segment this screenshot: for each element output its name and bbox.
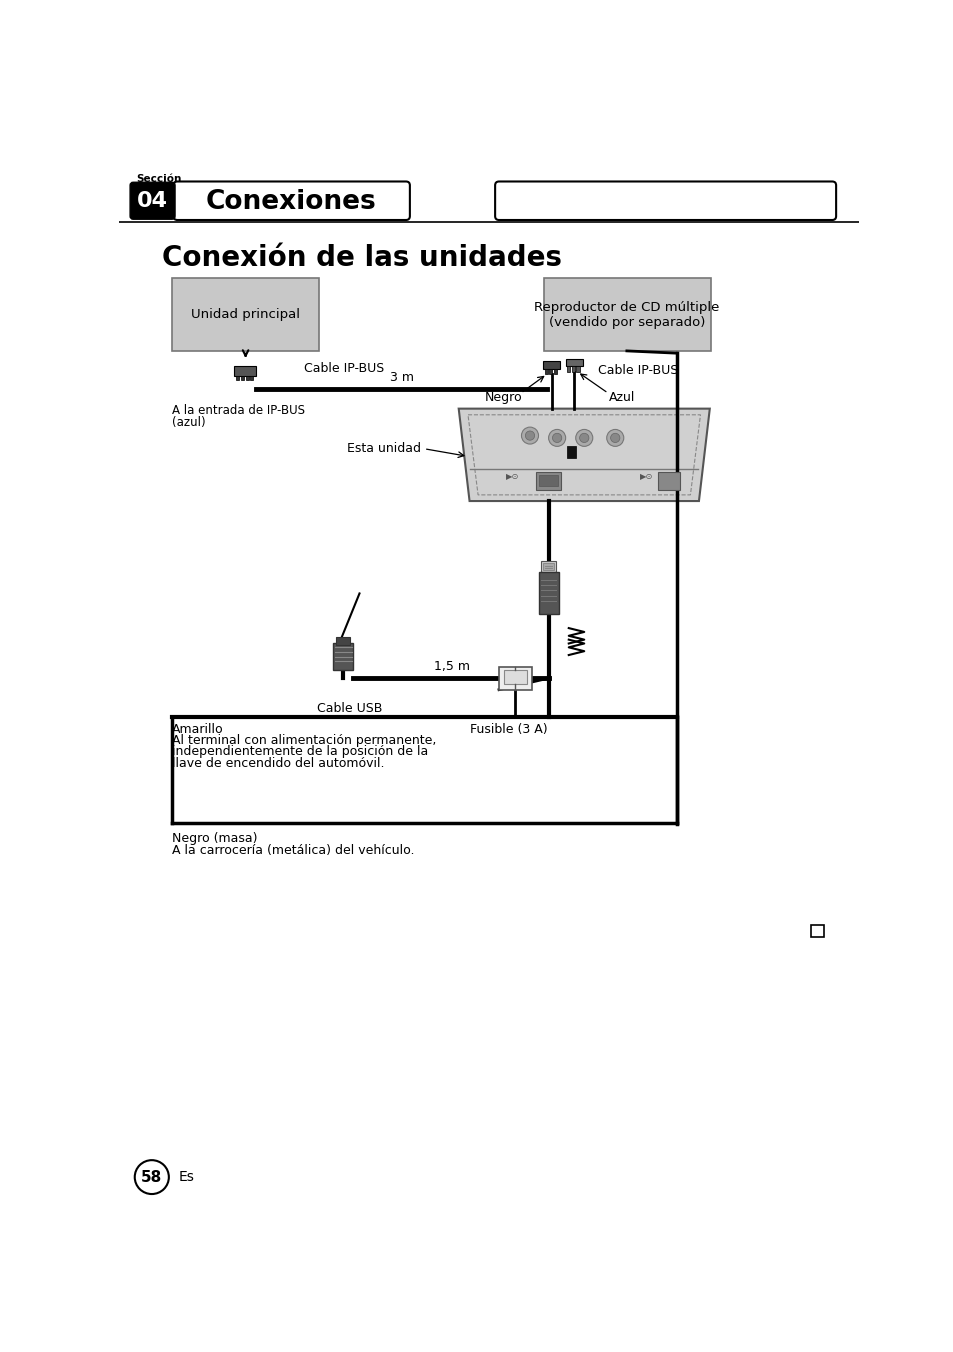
Text: 1,5 m: 1,5 m [434,660,470,673]
Text: Cable USB: Cable USB [316,703,382,715]
Circle shape [610,433,619,442]
Text: Unidad principal: Unidad principal [191,308,300,322]
Text: Negro (masa): Negro (masa) [172,831,257,845]
Text: Sección: Sección [136,174,181,184]
Text: llave de encendido del automóvil.: llave de encendido del automóvil. [172,757,384,769]
Bar [549,369,552,375]
Bar [245,376,249,380]
Text: Esta unidad: Esta unidad [347,442,421,456]
Bar [540,561,556,572]
Text: Al terminal con alimentación permanente,: Al terminal con alimentación permanente, [172,734,436,746]
Bar [542,361,559,369]
FancyBboxPatch shape [495,181,835,220]
Text: independientemente de la posición de la: independientemente de la posición de la [172,745,428,758]
Text: ▶⊙: ▶⊙ [639,472,652,481]
Bar [658,472,679,491]
Text: A la carrocería (metálica) del vehículo.: A la carrocería (metálica) del vehículo. [172,844,414,857]
Text: Reproductor de CD múltiple: Reproductor de CD múltiple [534,300,719,314]
Bar [335,637,350,645]
Circle shape [575,430,592,446]
Text: (vendido por separado): (vendido por separado) [548,316,704,329]
Bar [536,472,560,491]
Circle shape [552,433,561,442]
Text: 3 m: 3 m [390,372,414,384]
Text: Azul: Azul [608,391,635,404]
Circle shape [521,427,537,443]
Bar [543,277,710,352]
Bar [333,644,353,671]
Circle shape [134,1160,169,1194]
Text: Conexión de las unidades: Conexión de las unidades [162,245,561,273]
Bar [498,667,531,690]
Bar [576,366,579,372]
FancyBboxPatch shape [130,183,174,219]
Text: Conexiones: Conexiones [206,188,376,215]
Bar [537,572,558,614]
Bar [236,376,239,380]
Bar [250,376,253,380]
Bar [241,376,244,380]
Bar [538,475,558,485]
Bar [571,366,575,372]
Bar [233,366,255,376]
Bar [554,369,557,375]
Bar [565,358,582,366]
Text: Cable IP-BUS: Cable IP-BUS [598,364,678,377]
Text: Amarillo: Amarillo [172,723,223,735]
Circle shape [525,431,534,441]
Circle shape [579,433,588,442]
Bar [810,925,822,937]
Bar [567,366,570,372]
Text: Negro: Negro [484,391,521,404]
Text: 04: 04 [137,191,168,211]
Text: Cable IP-BUS: Cable IP-BUS [303,362,383,375]
Bar [542,564,554,569]
FancyBboxPatch shape [173,181,410,220]
Bar [544,369,547,375]
Bar [503,671,526,684]
Text: Fusible (3 A): Fusible (3 A) [470,723,547,735]
Text: A la entrada de IP-BUS: A la entrada de IP-BUS [172,404,305,416]
Circle shape [548,430,565,446]
Bar [172,277,319,352]
Text: 58: 58 [141,1169,162,1184]
Text: (azul): (azul) [172,416,205,430]
Text: ▶⊙: ▶⊙ [506,472,519,481]
Text: Es: Es [178,1169,193,1184]
Polygon shape [458,408,709,502]
Circle shape [606,430,623,446]
Bar [567,446,576,458]
